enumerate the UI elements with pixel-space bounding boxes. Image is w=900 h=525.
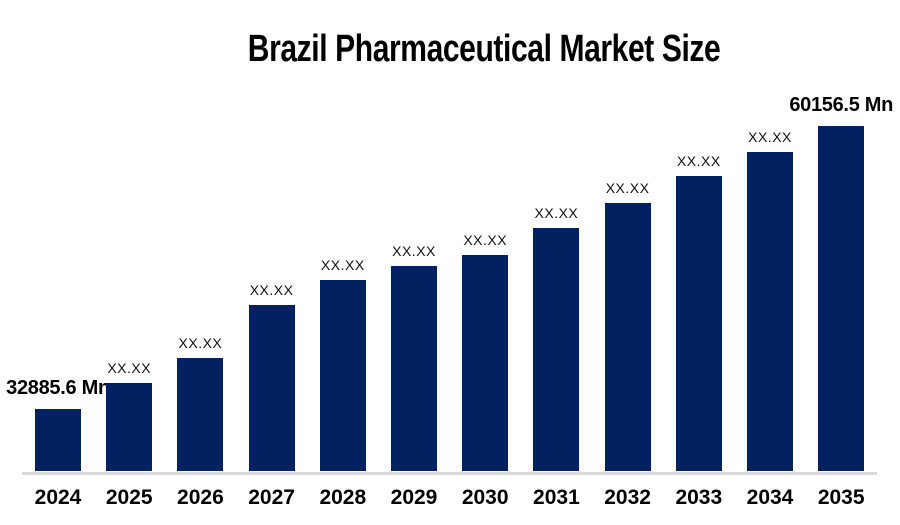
x-tick-label-2032: 2032 xyxy=(604,486,651,509)
x-tick-label-2028: 2028 xyxy=(319,486,367,509)
x-tick-label-2024: 2024 xyxy=(34,486,82,509)
x-tick-label-2033: 2033 xyxy=(675,486,723,509)
x-tick-label-2035: 2035 xyxy=(817,486,865,509)
bar-value-label-2033: XX.XX xyxy=(676,153,721,169)
bar-2029 xyxy=(391,266,437,471)
x-tick-label-2027: 2027 xyxy=(248,486,295,509)
bar-value-label-2031: XX.XX xyxy=(534,205,579,221)
bar-2030 xyxy=(462,255,509,471)
bar-value-label-2034: XX.XX xyxy=(748,129,792,145)
bar-2026 xyxy=(177,358,224,471)
bar-2025 xyxy=(106,383,153,471)
bar-value-label-2030: XX.XX xyxy=(463,232,508,248)
bar-2024 xyxy=(35,409,81,471)
bar-2031 xyxy=(533,228,580,471)
bar-value-label-2035: 60156.5 Mn xyxy=(789,94,894,116)
x-tick-label-2034: 2034 xyxy=(746,486,794,509)
bar-2033 xyxy=(675,176,722,471)
x-tick-label-2030: 2030 xyxy=(461,486,509,509)
x-tick-label-2025: 2025 xyxy=(105,486,153,509)
bar-value-label-2025: XX.XX xyxy=(107,360,152,376)
bar-value-label-2028: XX.XX xyxy=(320,257,365,273)
bar-value-label-2026: XX.XX xyxy=(178,335,223,351)
bar-2034 xyxy=(747,152,793,471)
bar-value-label-2032: XX.XX xyxy=(605,180,650,196)
x-tick-label-2031: 2031 xyxy=(533,486,580,509)
bar-2032 xyxy=(604,203,651,471)
bar-2027 xyxy=(248,305,295,471)
chart-title: Brazil Pharmaceutical Market Size xyxy=(0,28,900,70)
bar-value-label-2027: XX.XX xyxy=(249,282,294,298)
x-tick-label-2029: 2029 xyxy=(390,486,438,509)
bar-value-label-2029: XX.XX xyxy=(392,243,436,259)
x-tick-label-2026: 2026 xyxy=(177,486,224,509)
bar-value-label-2024: 32885.6 Mn xyxy=(6,377,110,399)
bar-2028 xyxy=(319,280,366,471)
bar-2035 xyxy=(818,126,865,471)
x-axis-line xyxy=(22,472,877,475)
chart-title-text: Brazil Pharmaceutical Market Size xyxy=(247,28,721,70)
